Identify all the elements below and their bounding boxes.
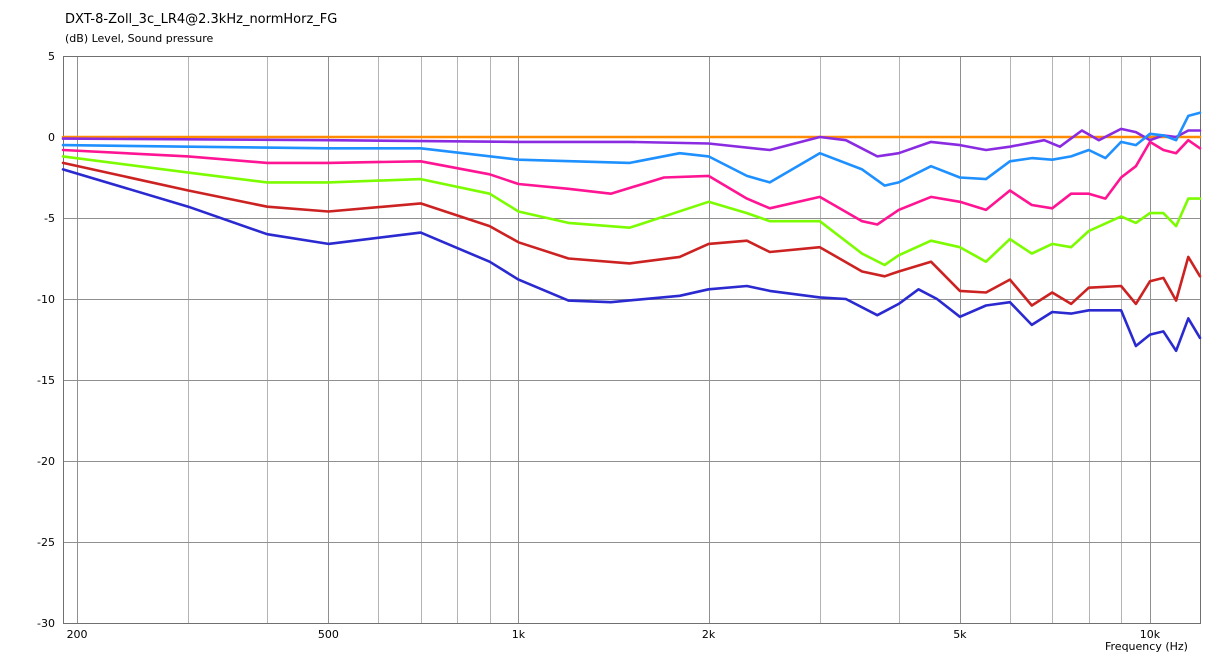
y-axis-label: (dB) Level, Sound pressure bbox=[65, 32, 214, 45]
series-line bbox=[61, 127, 1202, 158]
y-tick-label: -30 bbox=[37, 617, 55, 630]
x-tick-label: 200 bbox=[67, 628, 88, 641]
x-tick-label: 1k bbox=[512, 628, 526, 641]
y-tick-label: 5 bbox=[48, 50, 55, 63]
chart-title: DXT-8-Zoll_3c_LR4@2.3kHz_normHorz_FG bbox=[65, 12, 338, 27]
y-tick-label: -15 bbox=[37, 374, 55, 387]
y-tick-label: 0 bbox=[48, 131, 55, 144]
series-line bbox=[61, 168, 1202, 353]
series-line bbox=[61, 111, 1202, 187]
y-tick-label: -20 bbox=[37, 455, 55, 468]
series-line bbox=[61, 138, 1202, 226]
series-line bbox=[61, 161, 1202, 307]
y-tick-label: -5 bbox=[44, 212, 55, 225]
x-axis-label: Frequency (Hz) bbox=[1105, 640, 1188, 653]
y-tick-label: -10 bbox=[37, 293, 55, 306]
plot-frame bbox=[63, 56, 1201, 624]
x-tick-label: 500 bbox=[318, 628, 339, 641]
y-tick-label: -25 bbox=[37, 536, 55, 549]
x-tick-label: 5k bbox=[953, 628, 967, 641]
x-tick-label: 10k bbox=[1140, 628, 1161, 641]
series-line bbox=[61, 155, 1202, 267]
x-tick-label: 2k bbox=[702, 628, 716, 641]
